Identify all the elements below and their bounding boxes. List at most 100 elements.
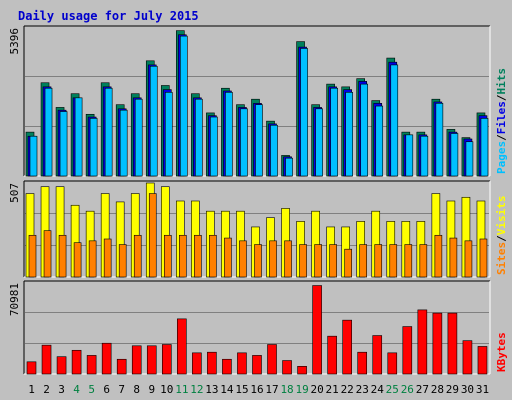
bar-pages bbox=[315, 108, 323, 177]
bar-pages bbox=[44, 87, 53, 177]
legend-separator: / bbox=[495, 94, 508, 101]
bar-sites bbox=[118, 244, 127, 278]
bar-sites bbox=[284, 240, 292, 278]
x-tick-label: 10 bbox=[160, 383, 173, 396]
bar-sites bbox=[179, 234, 187, 278]
x-axis-labels: 1 2 3 4 5 6 7 8 9 10 11 12 13 14 15 16 17 18 19 20 21 22 23 24 2… bbox=[28, 383, 489, 396]
bar-kbytes bbox=[237, 352, 247, 375]
panel-kbytes: 70981 KBytes bbox=[8, 280, 508, 375]
bar-pages bbox=[480, 118, 489, 177]
x-tick-label: 3 bbox=[58, 383, 65, 396]
bar-pages bbox=[360, 83, 369, 177]
bar-kbytes bbox=[477, 346, 488, 375]
x-tick-label: 31 bbox=[476, 383, 489, 396]
bar-kbytes bbox=[41, 344, 52, 375]
panel-visits-sites: 507 Sites/Visits bbox=[8, 180, 508, 278]
x-tick-label: 17 bbox=[265, 383, 278, 396]
bar-pages bbox=[59, 111, 68, 177]
bar-kbytes bbox=[312, 285, 322, 375]
panel-hits-files-pages: 5396 Pages/Files/Hits bbox=[8, 25, 508, 177]
bar-kbytes bbox=[101, 342, 112, 375]
x-tick-label: 16 bbox=[250, 383, 263, 396]
bar-pages bbox=[225, 92, 233, 177]
bar-sites bbox=[209, 234, 217, 278]
bar-sites bbox=[43, 230, 52, 278]
bar-pages bbox=[255, 104, 263, 177]
legend-kbytes: KBytes bbox=[495, 332, 508, 372]
bar-kbytes bbox=[357, 351, 368, 375]
bar-sites bbox=[239, 240, 247, 278]
bar-sites bbox=[449, 237, 458, 278]
x-tick-label: 2 bbox=[43, 383, 50, 396]
x-tick-label: 21 bbox=[326, 383, 339, 396]
x-tick-label: 28 bbox=[431, 383, 444, 396]
bar-sites bbox=[254, 244, 262, 278]
bar-sites bbox=[103, 238, 112, 278]
x-tick-label: 11 bbox=[175, 383, 188, 396]
bar-kbytes bbox=[417, 309, 428, 375]
bar-pages bbox=[435, 103, 444, 177]
bar-kbytes bbox=[267, 344, 277, 375]
bar-pages bbox=[164, 92, 173, 177]
x-tick-label: 4 bbox=[73, 383, 80, 396]
bar-pages bbox=[29, 135, 38, 177]
x-tick-label: 7 bbox=[118, 383, 125, 396]
bar-pages bbox=[74, 97, 83, 177]
bar-sites bbox=[148, 193, 157, 278]
bar-sites bbox=[28, 234, 37, 278]
x-tick-label: 8 bbox=[133, 383, 140, 396]
bar-sites bbox=[464, 240, 473, 278]
bar-pages bbox=[450, 133, 459, 177]
bar-kbytes bbox=[402, 326, 413, 375]
bar-sites bbox=[374, 244, 383, 278]
bar-pages bbox=[390, 64, 399, 177]
x-tick-label: 25 bbox=[386, 383, 399, 396]
x-tick-label: 30 bbox=[461, 383, 474, 396]
bar-pages bbox=[465, 141, 474, 177]
legend: Sites/Visits bbox=[495, 196, 508, 276]
x-tick-label: 9 bbox=[148, 383, 155, 396]
bar-pages bbox=[330, 87, 338, 177]
x-tick-label: 13 bbox=[205, 383, 218, 396]
legend: Pages/Files/Hits bbox=[495, 68, 508, 174]
bar-pages bbox=[285, 157, 293, 177]
bar-sites bbox=[299, 244, 307, 278]
bar-pages bbox=[420, 135, 429, 177]
legend-visits: Visits bbox=[495, 196, 508, 236]
bar-kbytes bbox=[297, 366, 307, 375]
bar-sites bbox=[73, 242, 82, 278]
bar-pages bbox=[210, 116, 218, 177]
y-max-label: 70981 bbox=[8, 283, 21, 316]
x-tick-label: 29 bbox=[446, 383, 459, 396]
bar-sites bbox=[344, 248, 352, 278]
x-tick-label: 1 bbox=[28, 383, 35, 396]
bar-pages bbox=[375, 105, 384, 177]
bar-pages bbox=[104, 87, 113, 177]
legend-hits: Hits bbox=[495, 68, 508, 95]
bar-kbytes bbox=[342, 319, 352, 375]
chart-panels: 5396Pages/Files/Hits507Sites/Visits70981… bbox=[8, 25, 508, 375]
bar-kbytes bbox=[252, 355, 262, 375]
bar-sites bbox=[269, 240, 277, 278]
bar-pages bbox=[345, 92, 353, 177]
bar-kbytes bbox=[222, 358, 232, 375]
legend-sites: Sites bbox=[495, 242, 508, 275]
bar-sites bbox=[389, 244, 398, 278]
bar-sites bbox=[163, 234, 172, 278]
legend-files: Files bbox=[495, 101, 508, 134]
bar-sites bbox=[133, 234, 142, 278]
y-max-label: 5396 bbox=[8, 28, 21, 55]
bar-kbytes bbox=[282, 360, 292, 375]
bar-sites bbox=[314, 244, 322, 278]
bar-pages bbox=[149, 65, 158, 177]
bar-kbytes bbox=[26, 361, 37, 375]
legend-separator: / bbox=[495, 134, 508, 141]
bar-pages bbox=[405, 134, 414, 177]
bar-kbytes bbox=[56, 356, 67, 375]
x-tick-label: 6 bbox=[103, 383, 110, 396]
x-tick-label: 14 bbox=[220, 383, 234, 396]
bar-sites bbox=[479, 238, 488, 278]
bar-pages bbox=[180, 35, 188, 177]
bar-sites bbox=[329, 244, 337, 278]
